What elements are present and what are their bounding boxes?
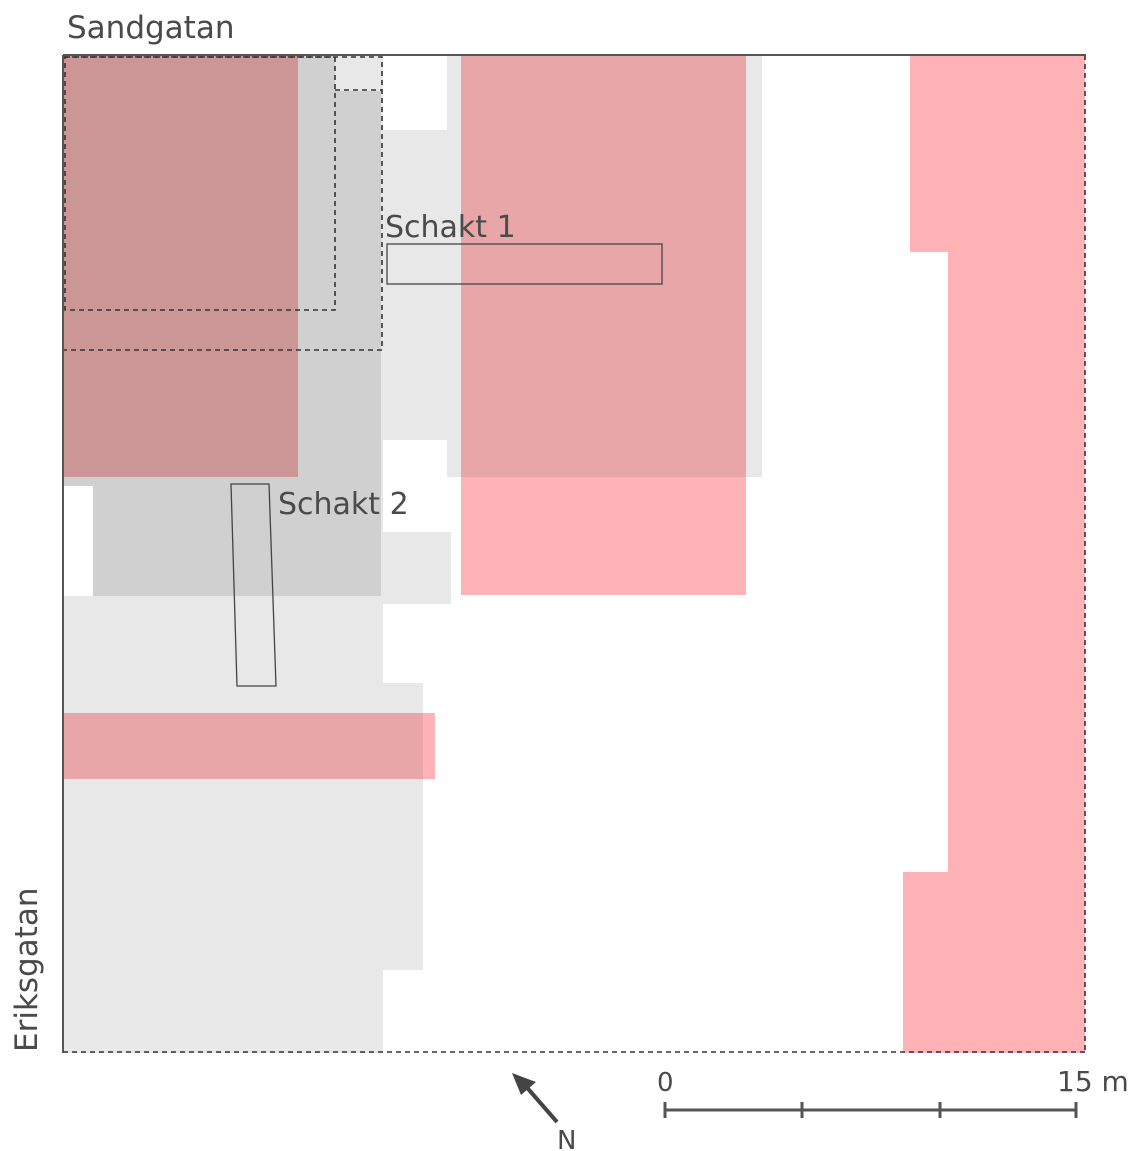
pink-band-end (423, 713, 435, 779)
rose-band (63, 713, 423, 779)
pink-areas (63, 55, 1085, 1053)
light-gray-area (383, 130, 448, 440)
trench-2-label: Schakt 2 (278, 487, 409, 522)
dark-rose-building (63, 55, 298, 477)
street-label-sandgatan: Sandgatan (67, 10, 234, 46)
north-arrow-head (512, 1073, 536, 1095)
trench-1-outline (386, 243, 663, 285)
trench-1-label: Schakt 1 (385, 210, 516, 245)
pink-building (461, 477, 746, 595)
pink-building-east (903, 55, 1085, 1053)
scale-start-label: 0 (657, 1068, 674, 1098)
street-label-eriksgatan: Eriksgatan (9, 887, 45, 1052)
scale-bar (663, 1102, 1078, 1118)
trench-2-outline (230, 483, 277, 687)
north-arrow: N (512, 1073, 576, 1151)
white-notch (63, 486, 93, 596)
dashed-outlines (62, 55, 1086, 1053)
north-arrow-shaft (521, 1081, 559, 1124)
north-label: N (557, 1126, 576, 1151)
light-gray-area (383, 532, 451, 604)
scale-end-label: 15 m (1057, 1065, 1129, 1098)
rose-building (461, 55, 746, 477)
